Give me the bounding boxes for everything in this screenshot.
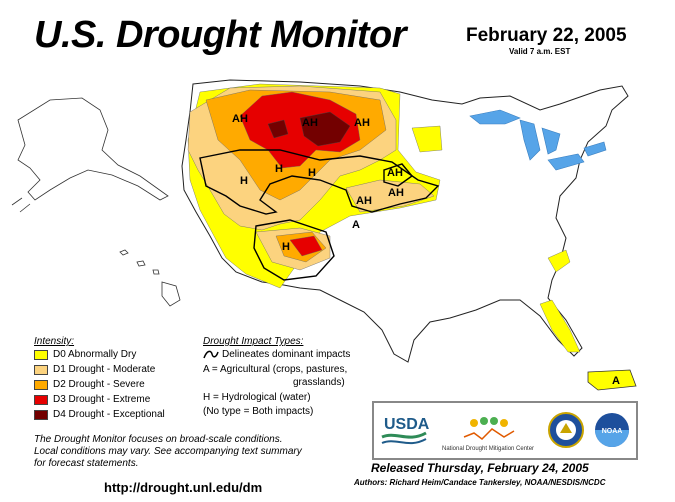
- d0-puerto-rico: [587, 369, 637, 391]
- impact-label: AH: [387, 167, 403, 179]
- impact-label: A: [612, 375, 620, 387]
- focus-note: The Drought Monitor focuses on broad-sca…: [34, 434, 344, 470]
- impact-label: AH: [302, 117, 318, 129]
- svg-text:NOAA: NOAA: [602, 428, 623, 435]
- impact-desc: Delineates dominant impacts: [222, 349, 351, 360]
- legend-label: D1 Drought - Moderate: [53, 364, 156, 375]
- release-date: Released Thursday, February 24, 2005: [371, 461, 589, 475]
- legend-swatch: [34, 349, 48, 360]
- impact-desc: (No type = Both impacts): [203, 406, 314, 417]
- d0-carolina: [547, 249, 571, 273]
- legend-swatch: [34, 379, 48, 390]
- d0-north-plains: [411, 125, 443, 153]
- legend-item: D2 Drought - Severe: [34, 378, 145, 391]
- d4-idaho: [267, 119, 289, 139]
- impact-boundary-southwest: [253, 219, 335, 281]
- impact-label: H: [308, 167, 316, 179]
- logos-graphic: USDA National Drought Mitigation Center …: [381, 412, 629, 452]
- legend-item: D4 Drought - Exceptional: [34, 408, 165, 421]
- hawaii-region: [119, 249, 181, 307]
- map-title: U.S. Drought Monitor: [34, 14, 407, 56]
- legend-swatch: [34, 409, 48, 420]
- impact-boundary-west: [199, 149, 440, 215]
- focus-note-line: Local conditions may vary. See accompany…: [34, 446, 302, 457]
- impact-boundary-dakota: [383, 163, 414, 187]
- legend-item: D0 Abnormally Dry: [34, 348, 136, 361]
- impact-label: A: [352, 219, 360, 231]
- valid-time: Valid 7 a.m. EST: [509, 47, 571, 56]
- alaska-region: [11, 97, 169, 213]
- great-lakes: [469, 109, 607, 171]
- impact-label: AH: [232, 113, 248, 125]
- d3-arizona: [289, 235, 323, 257]
- impact-label: AH: [388, 187, 404, 199]
- usda-logo: USDA: [381, 416, 430, 445]
- legend-label: D3 Drought - Extreme: [53, 394, 151, 405]
- legend-swatch: [34, 394, 48, 405]
- ndmc-logo: National Drought Mitigation Center: [442, 417, 534, 452]
- partner-logos-panel: USDA National Drought Mitigation Center …: [372, 401, 638, 460]
- svg-text:USDA: USDA: [384, 416, 430, 433]
- legend-label: D0 Abnormally Dry: [53, 349, 137, 360]
- noaa-logo: NOAA: [595, 413, 629, 447]
- doc-seal-logo: [548, 412, 584, 448]
- legend-item: D3 Drought - Extreme: [34, 393, 150, 406]
- impact-desc: grasslands): [293, 377, 345, 388]
- legend-label: D4 Drought - Exceptional: [53, 409, 165, 420]
- impact-label: H: [275, 163, 283, 175]
- legend-label: D2 Drought - Severe: [53, 379, 145, 390]
- focus-note-line: The Drought Monitor focuses on broad-sca…: [34, 434, 283, 445]
- focus-note-line: for forecast statements.: [34, 458, 139, 469]
- legend-item: D1 Drought - Moderate: [34, 363, 155, 376]
- impact-desc: H = Hydrological (water): [203, 392, 311, 403]
- d4-montana-wyoming: [299, 111, 351, 147]
- impact-line-icon: [203, 350, 219, 359]
- drought-url-link[interactable]: http://drought.unl.edu/dm: [104, 480, 263, 495]
- legend-swatch: [34, 364, 48, 375]
- impact-label: AH: [356, 195, 372, 207]
- impact-label: H: [240, 175, 248, 187]
- intensity-heading: Intensity:: [34, 336, 75, 347]
- impact-desc: A = Agricultural (crops, pastures,: [203, 364, 348, 375]
- svg-text:National Drought Mitigation Ce: National Drought Mitigation Center: [442, 446, 534, 452]
- d0-florida: [539, 299, 581, 353]
- impact-label: H: [282, 241, 290, 253]
- authors: Authors: Richard Heim/Candace Tankersley…: [354, 478, 606, 487]
- map-date: February 22, 2005: [466, 25, 627, 46]
- d1-plains: [345, 179, 435, 213]
- impact-heading: Drought Impact Types:: [203, 336, 304, 347]
- impact-label: AH: [354, 117, 370, 129]
